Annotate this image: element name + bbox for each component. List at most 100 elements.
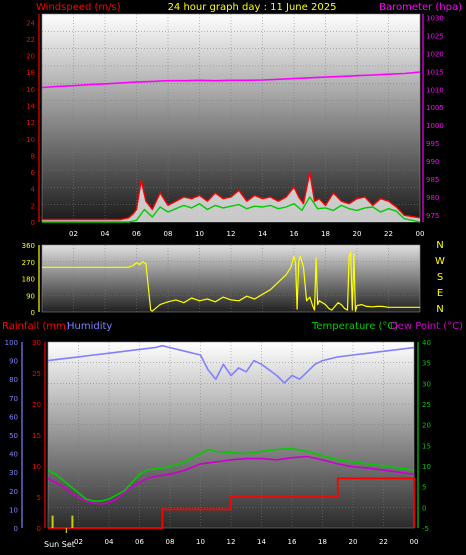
- windspeed-tick-label: 14: [26, 103, 35, 111]
- windspeed-tick-label: 24: [26, 19, 35, 27]
- barometer-tick-label: 1025: [426, 33, 444, 41]
- windspeed-tick-label: 2: [31, 202, 35, 210]
- direction-tick-label: 90: [26, 292, 35, 300]
- rainfall-tick-label: 25: [32, 370, 41, 378]
- barometer-tick-label: 980: [426, 194, 439, 202]
- temperature-tick-label: 30: [422, 380, 431, 388]
- rain-rate-bar: [51, 515, 54, 528]
- rainfall-tick-label: 0: [37, 525, 41, 533]
- climate-chart-frame: [47, 341, 415, 529]
- humidity-tick-label: 90: [9, 358, 18, 366]
- windspeed-axis-label: Windspeed (m/s): [36, 2, 121, 13]
- rainfall-tick-label: 20: [32, 401, 41, 409]
- sunset-annotation: Sun Set: [44, 540, 75, 549]
- climate-x-tick-label: 08: [166, 538, 175, 546]
- temperature-tick-label: 10: [422, 463, 431, 471]
- wind-x-tick-label: 16: [290, 230, 299, 238]
- temperature-tick-label: 35: [422, 360, 431, 368]
- wind-x-tick-label: 12: [227, 230, 236, 238]
- barometer-tick-label: 1000: [426, 122, 444, 130]
- barometer-tick-label: 1015: [426, 68, 444, 76]
- wind-x-tick-label: 02: [69, 230, 78, 238]
- temperature-tick-label: 5: [422, 484, 426, 492]
- rainfall-tick-label: 15: [32, 432, 41, 440]
- wind-x-tick-label: 20: [353, 230, 362, 238]
- humidity-tick-label: 50: [9, 432, 18, 440]
- wind-x-tick-label: 10: [195, 230, 204, 238]
- dewpoint-axis-label: Dew Point (°C): [390, 321, 463, 332]
- rainfall-axis-label: Rainfall (mm): [2, 321, 70, 332]
- rainfall-tick-label: 5: [37, 494, 41, 502]
- temperature-tick-label: 20: [422, 422, 431, 430]
- temperature-axis-label: Temperature (°C): [311, 321, 398, 332]
- rain-rate-bar: [71, 515, 74, 528]
- temperature-tick-label: -5: [422, 525, 429, 533]
- wind-x-tick-label: 22: [384, 230, 393, 238]
- climate-x-tick-label: 14: [257, 538, 266, 546]
- temperature-tick-label: 25: [422, 401, 431, 409]
- climate-x-tick-label: 12: [227, 538, 236, 546]
- dewpoint-line: [47, 455, 415, 505]
- climate-x-tick-label: 06: [135, 538, 144, 546]
- humidity-tick-label: 40: [9, 451, 18, 459]
- windspeed-tick-label: 10: [26, 136, 35, 144]
- rainfall-tick-label: 10: [32, 463, 41, 471]
- wind-x-tick-label: 04: [101, 230, 110, 238]
- windspeed-tick-label: 4: [31, 186, 36, 194]
- compass-label: W: [435, 256, 445, 267]
- rainfall-tick-label: 30: [32, 339, 41, 347]
- wind-x-tick-label: 14: [258, 230, 267, 238]
- humidity-axis-label: Humidity: [67, 321, 112, 332]
- climate-x-tick-label: 16: [288, 538, 297, 546]
- chart-title: 24 hour graph day : 11 June 2025: [168, 2, 337, 13]
- climate-x-tick-label: 20: [349, 538, 358, 546]
- humidity-tick-label: 60: [9, 413, 18, 421]
- direction-tick-label: 270: [22, 259, 35, 267]
- temperature-tick-label: 40: [422, 339, 431, 347]
- barometer-line: [41, 71, 421, 89]
- direction-chart-frame: [41, 244, 421, 313]
- barometer-tick-label: 990: [426, 158, 439, 166]
- temperature-line: [47, 447, 415, 502]
- rainfall-line: [48, 477, 415, 529]
- climate-x-tick-label: 10: [196, 538, 205, 546]
- barometer-axis-label: Barometer (hpa): [379, 2, 462, 13]
- humidity-tick-label: 80: [9, 376, 18, 384]
- windspeed-tick-label: 12: [26, 119, 35, 127]
- windspeed-tick-label: 18: [26, 69, 35, 77]
- humidity-tick-label: 10: [9, 506, 18, 514]
- windspeed-tick-label: 20: [26, 53, 35, 61]
- windspeed-tick-label: 6: [31, 169, 36, 177]
- direction-tick-label: 180: [22, 276, 35, 284]
- temperature-tick-label: 15: [422, 442, 431, 450]
- windspeed-tick-label: 0: [31, 219, 35, 227]
- barometer-tick-label: 975: [426, 212, 439, 220]
- climate-x-tick-label: 04: [105, 538, 114, 546]
- wind-x-tick-label: 18: [321, 230, 330, 238]
- humidity-tick-label: 100: [5, 339, 18, 347]
- barometer-tick-label: 1010: [426, 86, 444, 94]
- compass-label: N: [436, 240, 443, 251]
- barometer-tick-label: 985: [426, 176, 439, 184]
- direction-tick-label: 360: [22, 242, 35, 250]
- humidity-line: [47, 344, 415, 384]
- direction-tick-label: 0: [31, 309, 35, 317]
- wind-x-tick-label: 08: [164, 230, 173, 238]
- wind-x-tick-label: 06: [132, 230, 141, 238]
- climate-x-tick-label: 02: [74, 538, 83, 546]
- wind-direction-line: [42, 251, 420, 312]
- windspeed-tick-label: 16: [26, 86, 35, 94]
- windspeed-tick-label: 22: [26, 36, 35, 44]
- barometer-tick-label: 1020: [426, 50, 444, 58]
- humidity-tick-label: 0: [14, 525, 18, 533]
- humidity-tick-label: 30: [9, 469, 18, 477]
- compass-label: S: [437, 272, 443, 283]
- compass-label: E: [437, 288, 443, 299]
- climate-x-tick-label: 18: [318, 538, 327, 546]
- barometer-tick-label: 1030: [426, 15, 444, 23]
- climate-x-tick-label: 00: [410, 538, 419, 546]
- barometer-tick-label: 995: [426, 140, 439, 148]
- wind-gust-line: [42, 171, 421, 221]
